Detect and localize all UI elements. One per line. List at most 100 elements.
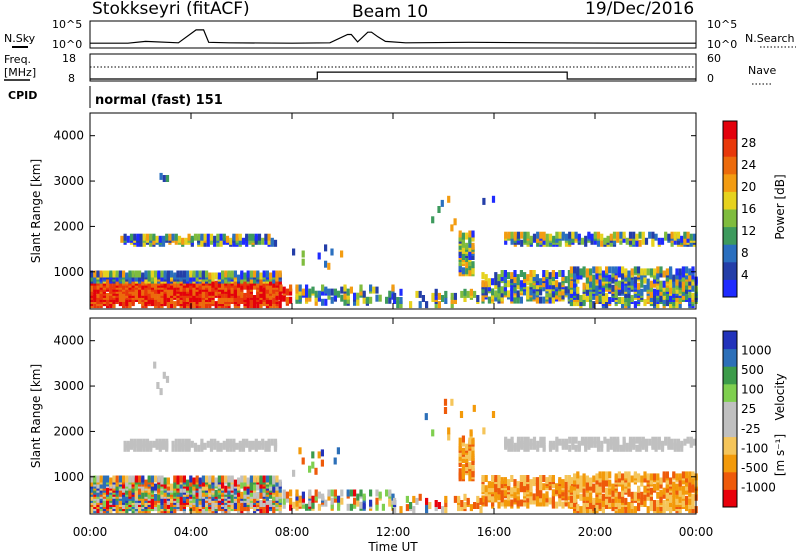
range-gate-cell (163, 481, 167, 489)
range-gate-cell (311, 461, 315, 469)
range-gate-cell (200, 233, 204, 241)
range-gate-cell (301, 457, 305, 465)
range-gate-cell (685, 292, 689, 300)
range-gate-cell (503, 276, 507, 284)
range-gate-cell (195, 270, 199, 278)
range-gate-cell (643, 276, 647, 284)
colorbar-swatch (723, 138, 737, 157)
range-gate-cell (672, 495, 676, 503)
range-gate-cell (649, 280, 653, 288)
range-gate-cell (161, 239, 166, 247)
range-gate-cell (163, 290, 167, 298)
range-gate-cell (692, 438, 697, 446)
range-gate-cell (93, 270, 97, 278)
range-gate-cell (96, 290, 100, 298)
range-gate-cell (691, 292, 695, 300)
range-gate-cell (640, 497, 644, 505)
range-gate-cell (685, 278, 689, 286)
range-gate-cell (362, 501, 366, 509)
range-gate-cell (589, 268, 593, 276)
range-gate-cell (461, 464, 465, 472)
range-gate-cell (138, 286, 142, 294)
range-gate-cell (466, 290, 470, 298)
range-gate-cell (587, 231, 591, 239)
range-gate-cell (688, 295, 692, 302)
range-gate-cell (102, 475, 106, 483)
range-gate-cell (665, 481, 669, 489)
range-gate-cell (539, 288, 543, 296)
range-gate-cell (248, 237, 252, 245)
range-gate-cell (487, 284, 491, 292)
range-gate-cell (134, 475, 138, 483)
range-gate-cell (163, 297, 167, 304)
range-gate-cell (292, 501, 296, 509)
range-gate-cell (171, 440, 175, 448)
range-gate-cell (601, 500, 605, 507)
range-gate-cell (154, 276, 158, 284)
range-gate-cell (643, 485, 647, 493)
nave-tick-top: 60 (707, 52, 721, 65)
range-gate-cell (205, 475, 209, 483)
range-gate-cell (147, 290, 151, 298)
range-gate-cell (568, 436, 572, 444)
range-gate-cell (504, 231, 508, 239)
range-gate-cell (109, 491, 113, 499)
range-gate-cell (241, 237, 246, 245)
range-gate-cell (564, 276, 568, 284)
range-gate-cell (513, 491, 517, 499)
colorbar-swatch (723, 454, 737, 473)
range-gate-cell (289, 489, 293, 497)
frequency-line (90, 71, 696, 80)
range-gate-cell (230, 270, 234, 278)
range-gate-cell (523, 436, 527, 444)
range-gate-cell (601, 274, 605, 282)
range-gate-cell (665, 497, 669, 505)
range-gate-cell (691, 266, 695, 274)
range-gate-cell (568, 237, 572, 245)
range-gate-cell (539, 231, 543, 239)
range-gate-cell (504, 436, 508, 444)
range-gate-cell (646, 268, 650, 276)
range-gate-cell (691, 278, 695, 286)
range-gate-cell (289, 288, 293, 296)
range-gate-cell (213, 442, 217, 450)
range-gate-cell (142, 239, 146, 247)
range-gate-cell (519, 475, 523, 482)
range-gate-cell (463, 288, 467, 296)
range-gate-cell (601, 479, 605, 487)
range-gate-cell (523, 440, 527, 448)
range-gate-cell (529, 495, 533, 503)
range-gate-cell (337, 290, 341, 298)
range-gate-cell (96, 495, 100, 503)
range-gate-cell (217, 272, 221, 280)
range-gate-cell (421, 295, 425, 302)
range-gate-cell (96, 481, 100, 489)
range-gate-cell (630, 475, 634, 483)
range-gate-cell (253, 475, 257, 483)
range-gate-cell (526, 237, 530, 245)
range-gate-cell (243, 483, 247, 491)
range-gate-cell (466, 497, 470, 505)
range-gate-cell (585, 282, 589, 290)
range-gate-cell (653, 483, 657, 491)
range-gate-cell (99, 270, 103, 278)
range-gate-cell (676, 237, 681, 245)
range-gate-cell (497, 286, 501, 294)
range-gate-cell (272, 297, 276, 304)
range-gate-cell (576, 481, 580, 489)
range-gate-cell (249, 489, 253, 497)
range-gate-cell (561, 274, 565, 282)
range-gate-cell (447, 433, 451, 441)
range-gate-cell (162, 175, 166, 182)
range-gate-cell (126, 440, 130, 448)
range-gate-cell (675, 473, 679, 481)
range-gate-cell (425, 502, 429, 509)
range-gate-cell (189, 270, 193, 278)
range-gate-cell (259, 301, 263, 309)
beam-label: Beam 10 (352, 2, 428, 22)
range-gate-cell (346, 292, 350, 300)
range-gate-cell (109, 270, 113, 278)
range-gate-cell (539, 296, 543, 304)
range-gate-cell (458, 242, 462, 250)
range-gate-cell (585, 268, 589, 276)
